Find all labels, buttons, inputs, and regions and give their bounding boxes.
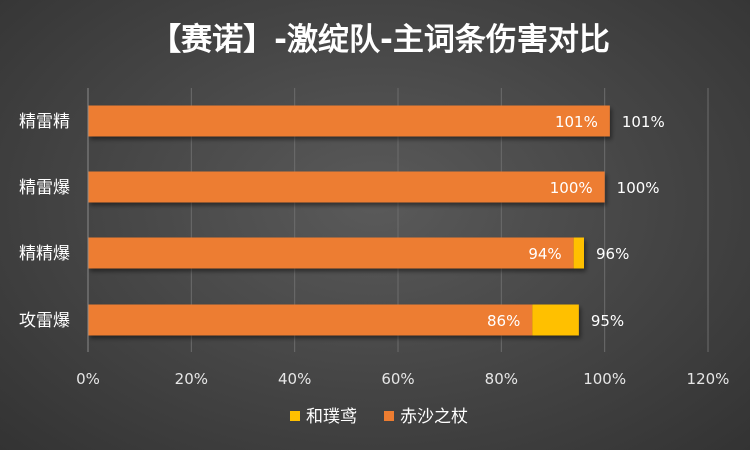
bar-segment-chisha bbox=[88, 304, 533, 336]
x-tick-label: 0% bbox=[76, 370, 100, 388]
x-tick-label: 40% bbox=[278, 370, 311, 388]
category-label: 精精爆 bbox=[19, 244, 70, 264]
bar-group bbox=[88, 171, 605, 203]
bar-total-label: 101% bbox=[622, 113, 665, 131]
bar-total-label: 95% bbox=[591, 312, 624, 330]
x-tick-label: 120% bbox=[687, 370, 730, 388]
x-axis: 0% 20% 40% 60% 80% 100% 120% bbox=[76, 88, 729, 388]
bar-value-label: 94% bbox=[528, 245, 561, 263]
legend-swatch bbox=[384, 411, 394, 421]
legend-swatch bbox=[290, 411, 300, 421]
bar-segment-chisha bbox=[88, 171, 605, 203]
bar-group bbox=[88, 105, 610, 137]
x-tick-label: 100% bbox=[583, 370, 626, 388]
bar-value-label: 100% bbox=[550, 179, 593, 197]
x-tick-label: 60% bbox=[381, 370, 414, 388]
bar-total-label: 100% bbox=[617, 179, 660, 197]
x-tick-label: 80% bbox=[485, 370, 518, 388]
legend-label: 和璞鸢 bbox=[306, 407, 357, 427]
bar-segment-hepuyuan bbox=[573, 237, 584, 269]
category-label: 精雷精 bbox=[19, 112, 70, 132]
category-label: 攻雷爆 bbox=[19, 311, 70, 331]
x-tick-label: 20% bbox=[175, 370, 208, 388]
labels: 精雷精 101% 101% 精雷爆 100% 100% 精精爆 94% 96% 攻雷爆 86% 95% bbox=[19, 112, 665, 331]
bar-segment-chisha bbox=[88, 105, 610, 137]
bars bbox=[88, 105, 610, 336]
bar-group bbox=[88, 304, 579, 336]
bar-segment-hepuyuan bbox=[532, 304, 579, 336]
bar-segment-chisha bbox=[88, 237, 574, 269]
category-label: 精雷爆 bbox=[19, 178, 70, 198]
legend-label: 赤沙之杖 bbox=[400, 407, 468, 427]
bar-total-label: 96% bbox=[596, 245, 629, 263]
legend: 和璞鸢 赤沙之杖 bbox=[290, 407, 468, 427]
bar-value-label: 101% bbox=[555, 113, 598, 131]
bar-group bbox=[88, 237, 584, 269]
bar-value-label: 86% bbox=[487, 312, 520, 330]
chart-title: 【赛诺】-激绽队-主词条伤害对比 bbox=[150, 22, 610, 58]
